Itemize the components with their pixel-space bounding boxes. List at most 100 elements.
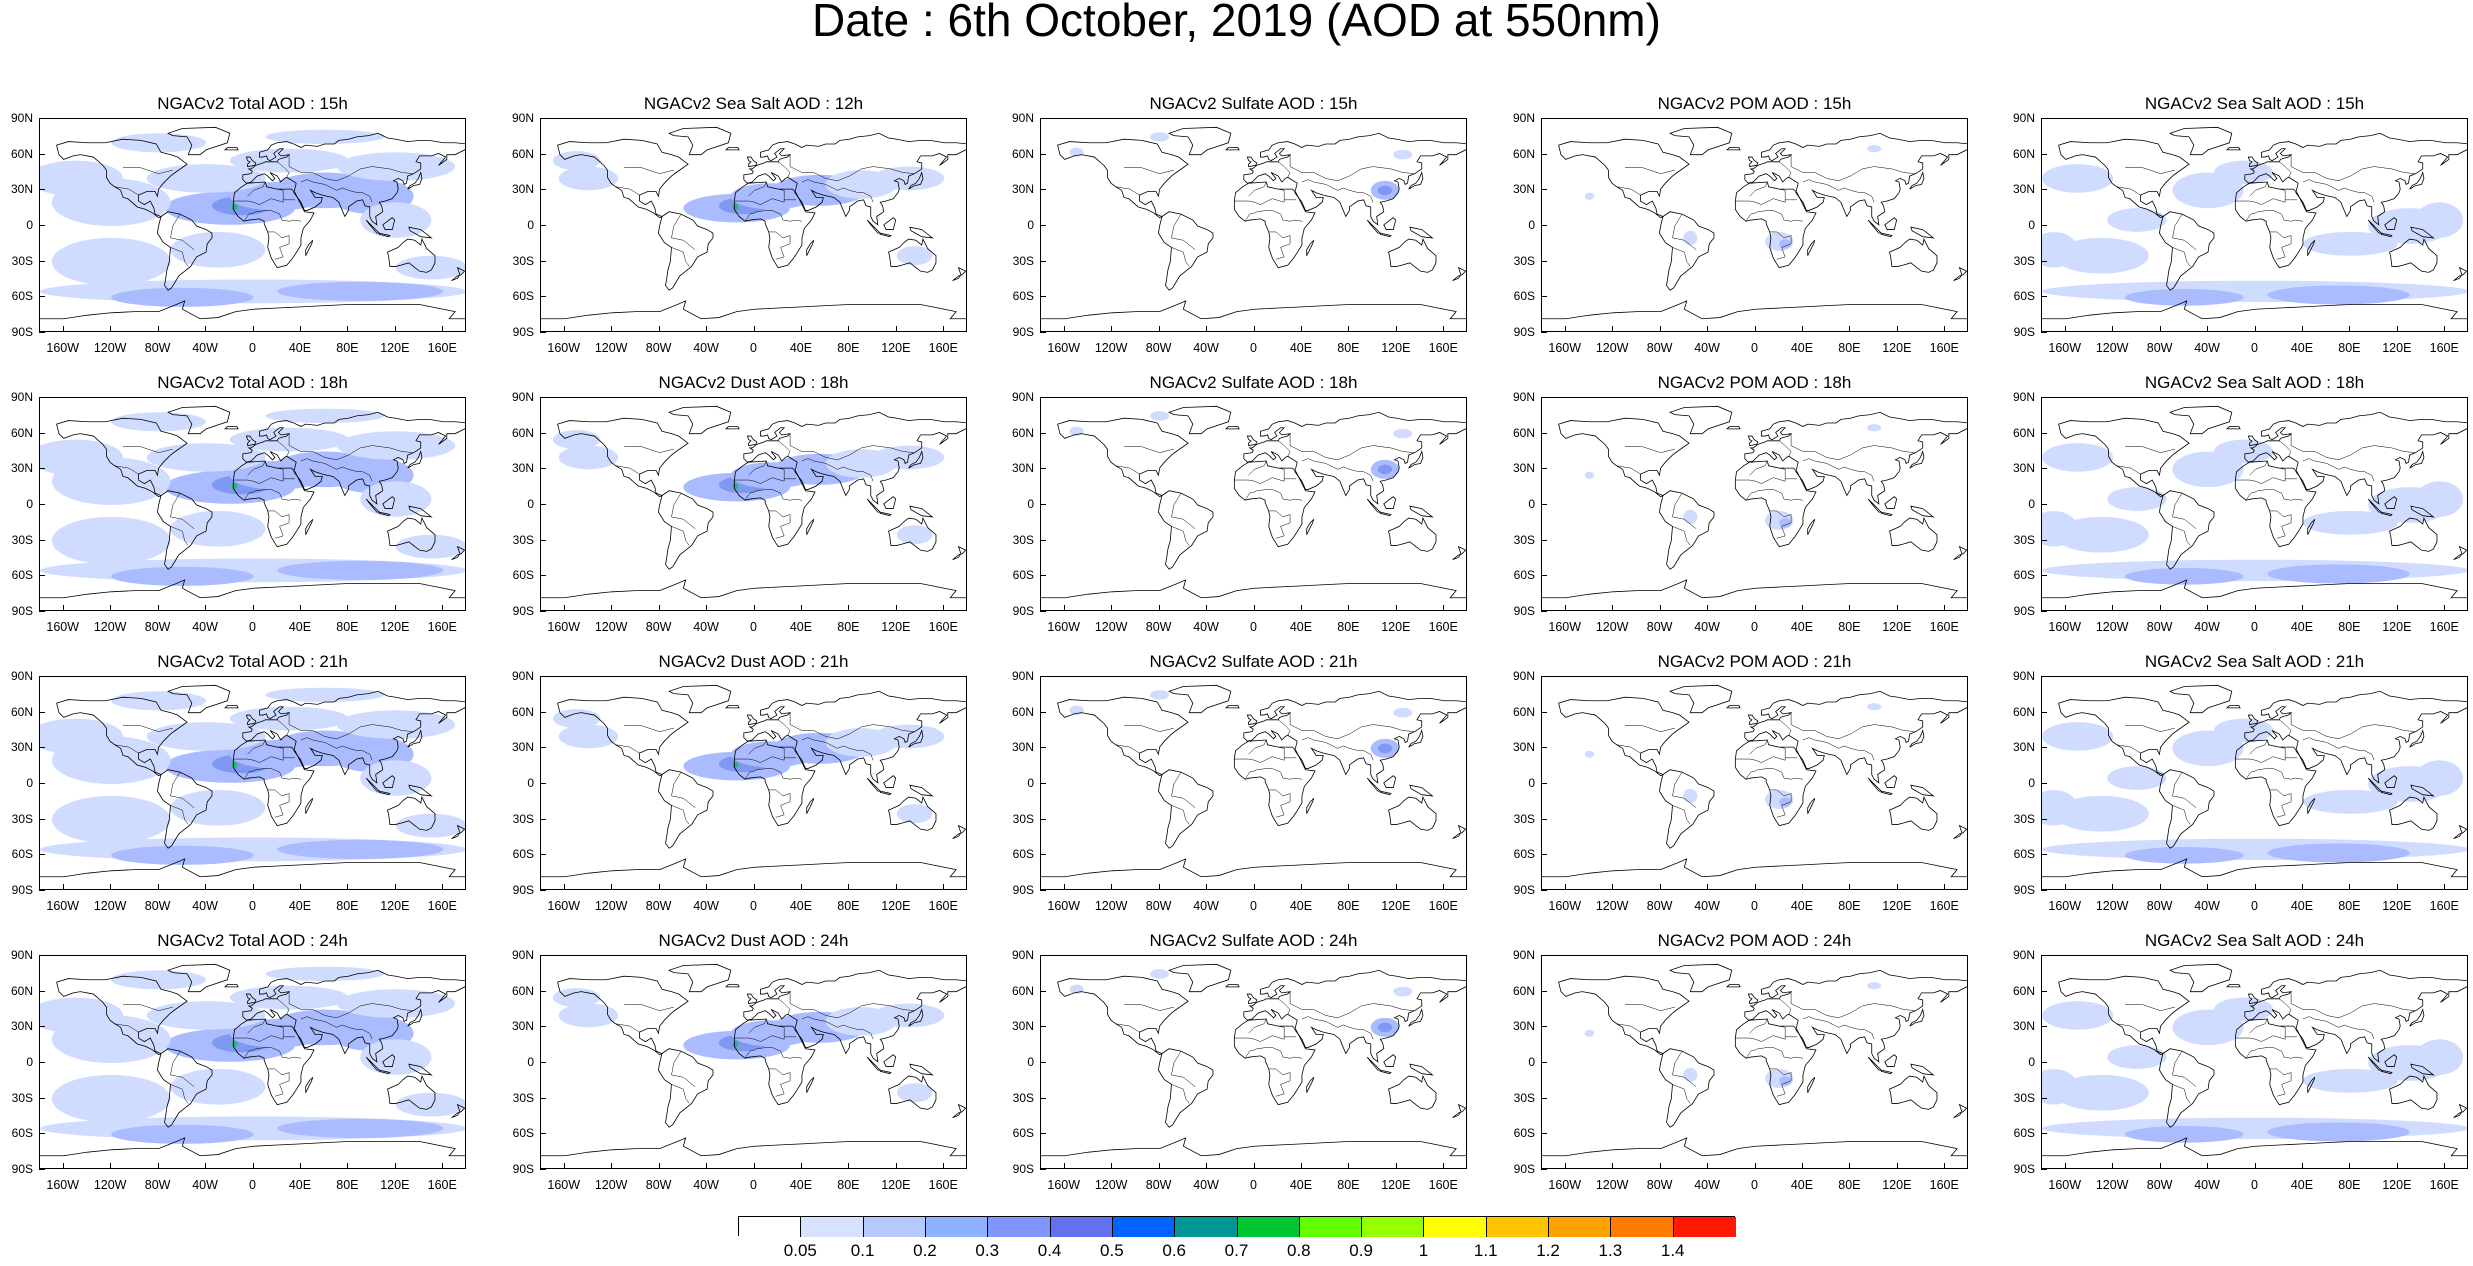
lon-tick-label: 40W xyxy=(1694,1178,1720,1192)
coastline xyxy=(879,511,892,517)
aod-shade xyxy=(2213,718,2274,743)
coastline xyxy=(2244,132,2467,226)
lon-tick-mark xyxy=(347,1163,349,1169)
coastline xyxy=(1884,775,1898,788)
country-border xyxy=(1301,179,1374,203)
coastline xyxy=(1388,1074,1437,1110)
coastline xyxy=(365,777,381,792)
lat-tick-label: 30S xyxy=(11,811,33,826)
country-border xyxy=(233,1035,296,1042)
world-map xyxy=(540,397,967,611)
coastline xyxy=(2169,126,2233,156)
lon-tick-label: 40E xyxy=(2290,1178,2314,1192)
coastline xyxy=(2247,714,2259,726)
aod-shade xyxy=(111,566,254,586)
lon-tick-label: 40W xyxy=(192,1178,218,1192)
country-border xyxy=(2245,1047,2303,1059)
coastline xyxy=(866,219,882,234)
lon-tick-mark xyxy=(563,1163,565,1169)
coastline xyxy=(1953,266,1967,282)
lat-tick-mark xyxy=(2041,468,2047,470)
lon-tick-label: 40E xyxy=(1790,899,1814,913)
panel-title: NGACv2 Dust AOD : 21h xyxy=(658,652,849,671)
country-border xyxy=(288,433,414,461)
lon-tick-label: 40E xyxy=(789,341,813,355)
lat-tick-label: 60S xyxy=(11,289,33,304)
lat-tick-label: 90N xyxy=(10,111,33,125)
country-border xyxy=(2279,161,2292,178)
coastline xyxy=(245,156,257,168)
coastline xyxy=(451,1103,465,1119)
lat-tick-label: 90N xyxy=(1512,948,1535,962)
coastline xyxy=(1747,435,1759,447)
lat-tick-mark xyxy=(2041,296,2047,298)
lat-tick-mark xyxy=(1541,711,1547,713)
coastline xyxy=(2244,690,2467,784)
country-border xyxy=(2235,756,2298,763)
aod-shade xyxy=(111,970,207,990)
country-border xyxy=(1234,1035,1297,1042)
lon-tick-mark xyxy=(1849,1163,1851,1169)
coastline xyxy=(883,496,897,509)
country-border xyxy=(243,489,301,501)
country-border xyxy=(2279,440,2292,457)
country-border xyxy=(247,181,266,197)
lon-tick-mark xyxy=(706,605,708,611)
coastline xyxy=(2058,696,2190,777)
colorbar-swatch xyxy=(1611,1217,1674,1237)
lon-tick-mark xyxy=(1896,1163,1898,1169)
country-border xyxy=(671,1084,690,1104)
lon-tick-label: 160W xyxy=(2048,899,2082,913)
lat-tick-mark xyxy=(1541,432,1547,434)
lon-tick-label: 0 xyxy=(249,620,256,634)
country-border xyxy=(2172,247,2191,267)
coastline xyxy=(1409,505,1434,518)
lat-tick-mark xyxy=(1541,153,1547,155)
coastline xyxy=(1383,1054,1397,1067)
lon-tick-mark xyxy=(2301,326,2303,332)
coastline xyxy=(232,1018,315,1106)
coastline xyxy=(382,496,396,509)
lon-tick-label: 120W xyxy=(2095,899,2129,913)
lat-tick-label: 30N xyxy=(511,461,534,476)
colorbar-label: 0.2 xyxy=(913,1241,937,1260)
lon-tick-label: 80E xyxy=(837,899,860,913)
country-border xyxy=(277,719,290,736)
lon-tick-mark xyxy=(848,884,850,890)
lat-tick-mark xyxy=(1040,1026,1046,1028)
coastline xyxy=(725,426,740,430)
lat-tick-label: 30N xyxy=(2012,461,2035,476)
colorbar-label: 0.5 xyxy=(1100,1241,1124,1260)
coastline xyxy=(1726,147,1741,151)
lon-tick-mark xyxy=(2159,326,2161,332)
lat-tick-mark xyxy=(2041,676,2047,677)
aod-map-canvas xyxy=(2042,963,2467,1157)
lon-tick-label: 160E xyxy=(928,341,958,355)
coastline xyxy=(2409,1008,2425,1027)
colorbar-label: 0.3 xyxy=(975,1241,1000,1260)
coastline xyxy=(883,1054,897,1067)
lat-tick-label: 30S xyxy=(512,532,534,547)
aod-shade xyxy=(360,1039,432,1075)
lat-tick-label: 0 xyxy=(1528,218,1535,232)
country-border xyxy=(2172,1084,2191,1104)
coastline xyxy=(725,984,740,988)
coastline xyxy=(1168,405,1232,435)
country-border xyxy=(300,737,373,761)
lat-tick-mark xyxy=(1541,818,1547,820)
coastline xyxy=(1057,138,1189,219)
country-border xyxy=(2279,746,2286,758)
lat-tick-mark xyxy=(540,854,546,856)
lon-tick-label: 160W xyxy=(547,899,581,913)
lon-tick-label: 0 xyxy=(249,899,256,913)
lat-tick-mark xyxy=(1541,504,1547,505)
country-border xyxy=(2172,1050,2197,1087)
coastline xyxy=(2384,217,2398,230)
lon-tick-label: 80E xyxy=(336,1178,359,1192)
lon-tick-mark xyxy=(2064,1163,2066,1169)
lat-tick-label: 30N xyxy=(1512,740,1535,755)
coastline xyxy=(1734,181,1817,269)
lon-tick-label: 160W xyxy=(1047,341,1081,355)
coastline xyxy=(378,790,391,796)
lat-tick-mark xyxy=(1040,676,1046,677)
